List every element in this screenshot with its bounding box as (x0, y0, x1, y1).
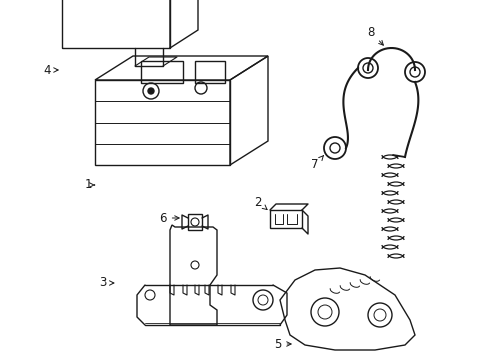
Text: 2: 2 (254, 195, 266, 210)
Text: 6: 6 (159, 211, 179, 225)
Text: 3: 3 (99, 276, 114, 289)
Text: 4: 4 (43, 63, 58, 77)
Text: 8: 8 (366, 26, 383, 45)
Circle shape (148, 88, 154, 94)
Text: 7: 7 (311, 156, 323, 171)
Text: 5: 5 (274, 338, 290, 351)
Text: 1: 1 (84, 179, 94, 192)
